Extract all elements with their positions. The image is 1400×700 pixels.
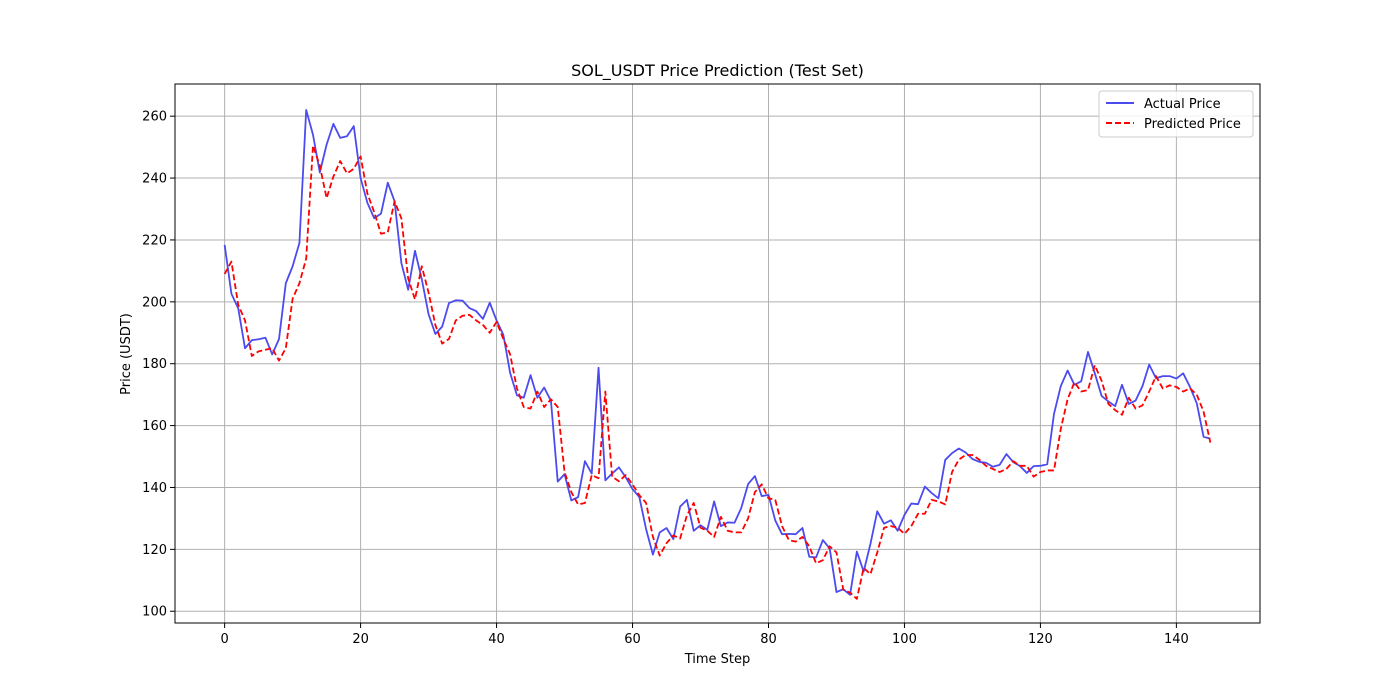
x-tick-label: 120 <box>1028 632 1053 647</box>
grid-lines <box>175 84 1260 623</box>
y-tick-label: 160 <box>142 419 167 434</box>
x-tick-label: 40 <box>488 632 505 647</box>
x-tick-label: 0 <box>220 632 228 647</box>
legend: Actual Price Predicted Price <box>1098 90 1254 138</box>
y-tick-label: 100 <box>142 605 167 620</box>
y-axis-label: Price (USDT) <box>119 313 134 395</box>
x-tick-label: 20 <box>352 632 369 647</box>
y-tick-label: 260 <box>142 110 167 125</box>
x-tick-label: 80 <box>760 632 777 647</box>
plot-frame <box>174 83 1261 624</box>
series-layer <box>223 109 1212 600</box>
series-line-actual-price <box>223 109 1211 596</box>
x-tick-label: 140 <box>1164 632 1189 647</box>
x-axis-label: Time Step <box>684 652 751 667</box>
legend-box <box>1098 90 1254 138</box>
series-line-predicted-price <box>223 144 1212 600</box>
y-tick-label: 120 <box>142 543 167 558</box>
ticks: 0 20 40 60 80 100 120 140 100 120 140 160 180 200 220 2… <box>142 110 1189 647</box>
y-tick-label: 180 <box>142 357 167 372</box>
y-tick-label: 220 <box>142 233 167 248</box>
legend-label-predicted: Predicted Price <box>1144 117 1241 132</box>
chart-title: SOL_USDT Price Prediction (Test Set) <box>571 61 864 81</box>
y-tick-label: 240 <box>142 172 167 187</box>
x-tick-label: 100 <box>892 632 917 647</box>
x-tick-label: 60 <box>624 632 641 647</box>
legend-label-actual: Actual Price <box>1144 97 1221 112</box>
y-tick-label: 200 <box>142 295 167 310</box>
y-tick-label: 140 <box>142 481 167 496</box>
